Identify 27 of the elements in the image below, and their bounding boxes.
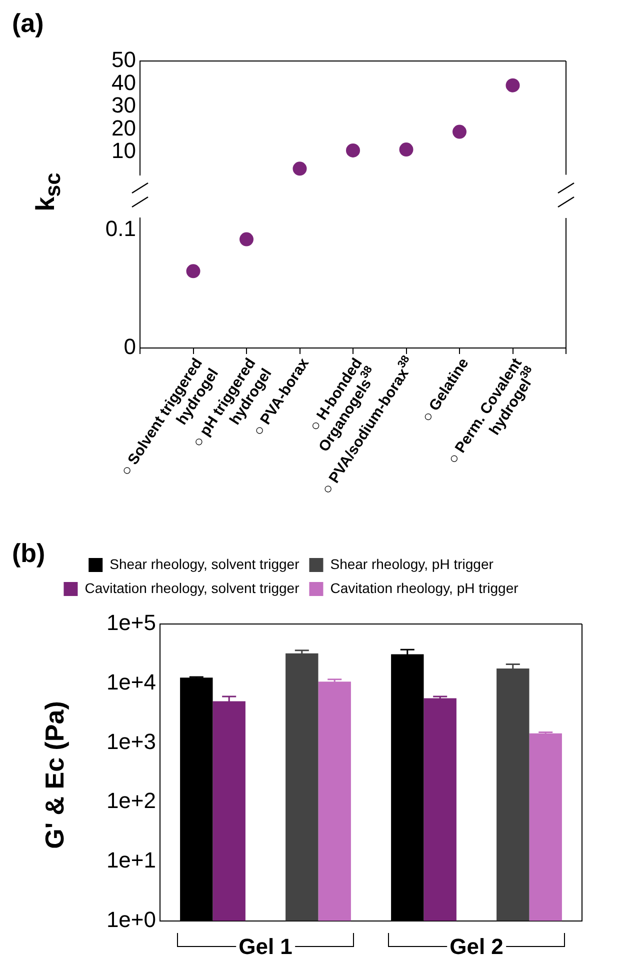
y-tick-label: 50: [112, 47, 136, 72]
y-tick-label: 1e+1: [106, 848, 156, 873]
y-axis-title: G' & Ec (Pa): [40, 701, 70, 849]
chart-title: (b): [12, 538, 46, 569]
point: [452, 124, 466, 139]
legend-label: Cavitation rheology, solvent trigger: [84, 580, 300, 596]
point: [399, 142, 414, 157]
point: [346, 143, 360, 158]
y-tick-label: 20: [112, 115, 136, 140]
y-tick-label: 1e+0: [106, 906, 156, 932]
y-tick-label: 0: [124, 334, 136, 360]
y-tick-label: 10: [112, 138, 136, 164]
y-tick-label: 1e+2: [106, 788, 156, 814]
legend-label: Shear rheology, solvent trigger: [110, 556, 300, 572]
legend-label: Shear rheology, pH trigger: [330, 556, 494, 572]
text: Gel 2: [446, 934, 506, 959]
y-tick-label: 1e+3: [106, 728, 156, 754]
y-tick-label: 40: [112, 70, 136, 95]
chart-title: (a): [12, 8, 44, 39]
legend-label: Cavitation rheology, pH trigger: [330, 580, 519, 596]
point: [506, 78, 520, 92]
text: Gel 1: [236, 934, 296, 959]
point: [292, 162, 307, 176]
y-tick-label: 1e+4: [106, 669, 156, 694]
y-tick-label: 0.1: [105, 216, 136, 241]
y-tick-label: 30: [112, 92, 136, 118]
y-tick-label: 1e+5: [106, 610, 156, 636]
